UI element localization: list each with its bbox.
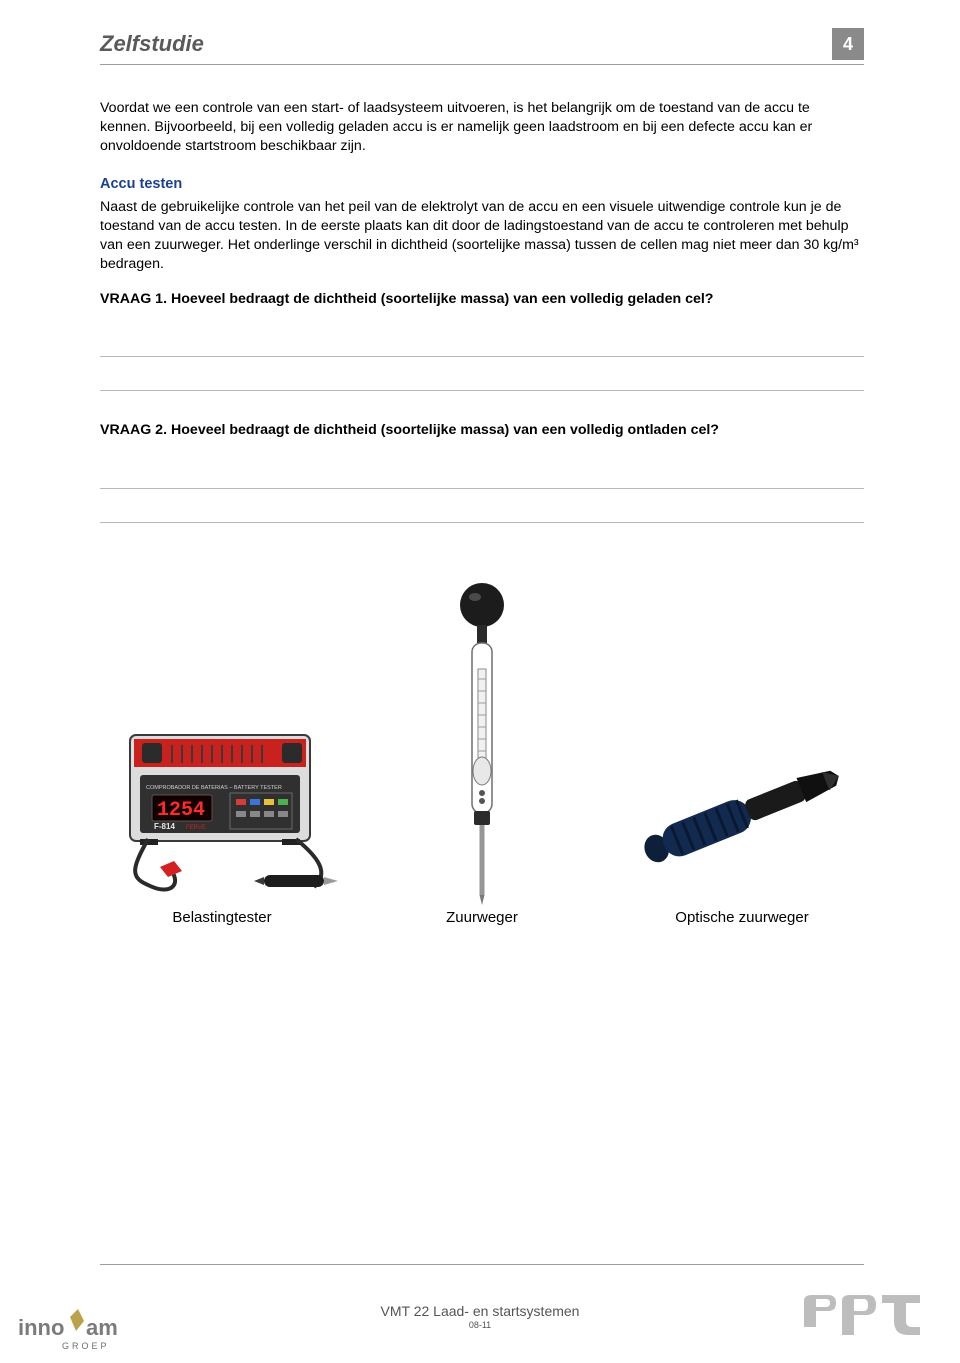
svg-text:COMPROBADOR DE BATERIAS – BATT: COMPROBADOR DE BATERIAS – BATTERY TESTER <box>146 785 282 791</box>
footer-line2: 08-11 <box>381 1320 580 1330</box>
svg-text:1254: 1254 <box>157 799 205 822</box>
question-1: VRAAG 1. Hoeveel bedraagt de dichtheid (… <box>100 290 864 309</box>
logo-text: inno <box>18 1315 64 1340</box>
answer-lines-1 <box>100 323 864 391</box>
footer-rule <box>100 1264 864 1265</box>
question-block-2: VRAAG 2. Hoeveel bedraagt de dichtheid (… <box>100 421 864 440</box>
figure-caption: Optische zuurweger <box>675 909 808 926</box>
figures-row: COMPROBADOR DE BATERIAS – BATTERY TESTER… <box>100 579 864 926</box>
belastingtester-illustration: COMPROBADOR DE BATERIAS – BATTERY TESTER… <box>104 689 340 909</box>
logo-subtext: GROEP <box>62 1341 110 1351</box>
doc-title: Zelfstudie <box>100 31 204 57</box>
question-2: VRAAG 2. Hoeveel bedraagt de dichtheid (… <box>100 421 864 440</box>
figure-caption: Belastingtester <box>172 909 271 926</box>
footer-logo-rpt <box>798 1291 928 1339</box>
answer-line[interactable] <box>100 489 864 523</box>
question-text: Hoeveel bedraagt de dichtheid (soortelij… <box>171 421 864 440</box>
header-rule <box>100 64 864 65</box>
question-label: VRAAG 1. <box>100 290 171 309</box>
svg-text:FERVE: FERVE <box>186 825 206 831</box>
svg-text:F-814: F-814 <box>154 822 175 831</box>
answer-lines-2 <box>100 455 864 523</box>
header-row: Zelfstudie 4 <box>100 28 864 60</box>
footer-logo-innovam: inno am GROEP <box>18 1307 148 1355</box>
figure-caption: Zuurweger <box>446 909 518 926</box>
footer-center: VMT 22 Laad- en startsystemen 08-11 <box>381 1303 580 1330</box>
answer-line[interactable] <box>100 323 864 357</box>
figure-zuurweger: Zuurweger <box>427 579 537 926</box>
footer: inno am GROEP VMT 22 Laad- en startsyste… <box>0 1269 960 1363</box>
question-text: Hoeveel bedraagt de dichtheid (soortelij… <box>171 290 864 309</box>
intro-paragraph: Voordat we een controle van een start- o… <box>100 99 864 156</box>
answer-line[interactable] <box>100 357 864 391</box>
footer-line1: VMT 22 Laad- en startsystemen <box>381 1303 580 1319</box>
figure-belastingtester: COMPROBADOR DE BATERIAS – BATTERY TESTER… <box>104 689 340 926</box>
optische-zuurweger-illustration <box>624 739 860 909</box>
question-label: VRAAG 2. <box>100 421 171 440</box>
section-heading-accu-testen: Accu testen <box>100 176 864 192</box>
logo-text: am <box>86 1315 118 1340</box>
page-number-badge: 4 <box>832 28 864 60</box>
figure-optische-zuurweger: Optische zuurweger <box>624 739 860 926</box>
zuurweger-illustration <box>427 579 537 909</box>
rpt-logo-icon <box>798 1291 928 1339</box>
innovam-logo-icon: inno am GROEP <box>18 1307 148 1355</box>
section-paragraph: Naast de gebruikelijke controle van het … <box>100 198 864 274</box>
question-block-1: VRAAG 1. Hoeveel bedraagt de dichtheid (… <box>100 290 864 309</box>
answer-line[interactable] <box>100 455 864 489</box>
